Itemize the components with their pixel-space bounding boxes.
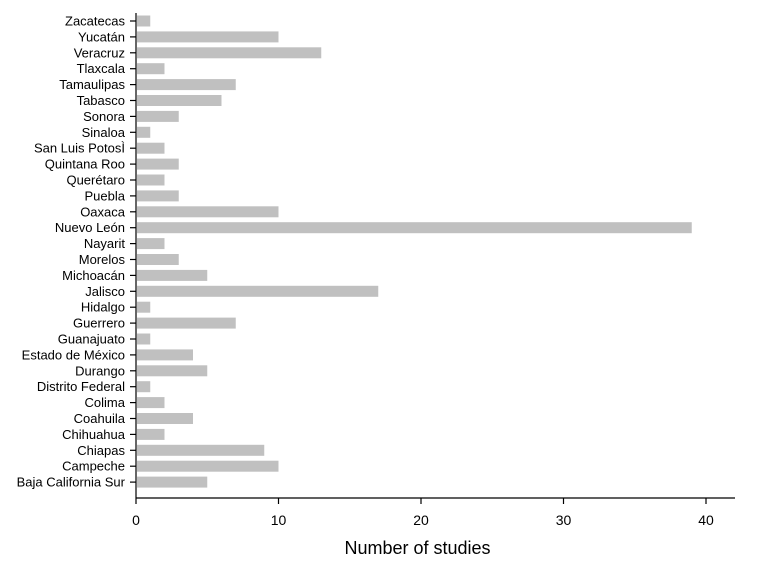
- category-label: Jalisco: [85, 284, 125, 299]
- x-tick-label: 40: [698, 512, 714, 528]
- bar-colima: [137, 397, 165, 409]
- bar-chiapas: [137, 444, 265, 456]
- category-label: Nayarit: [84, 236, 126, 251]
- bar-hidalgo: [137, 301, 151, 313]
- bar-guanajuato: [137, 333, 151, 345]
- x-ticks: 0 10 20 30 40: [132, 498, 714, 528]
- bar-veracruz: [137, 47, 322, 59]
- bar-baja-california-sur: [137, 476, 208, 488]
- category-label: Guerrero: [73, 316, 125, 331]
- bar-yucat-n: [137, 31, 279, 43]
- bar-puebla: [137, 190, 179, 202]
- category-label: Tabasco: [77, 93, 125, 108]
- category-label: Oaxaca: [80, 204, 126, 219]
- bar-quer-taro: [137, 174, 165, 186]
- bar-campeche: [137, 460, 279, 472]
- category-label: Distrito Federal: [37, 379, 125, 394]
- category-label: Morelos: [79, 252, 126, 267]
- category-label: Colima: [85, 395, 126, 410]
- category-label: Zacatecas: [65, 14, 125, 29]
- bar-nayarit: [137, 238, 165, 250]
- x-tick-label: 30: [556, 512, 572, 528]
- bar-tamaulipas: [137, 79, 236, 91]
- category-label: Michoacán: [62, 268, 125, 283]
- category-label: Querétaro: [66, 173, 125, 188]
- bar-jalisco: [137, 285, 379, 297]
- bar-sonora: [137, 110, 179, 122]
- category-label: Veracruz: [74, 45, 125, 60]
- bar-chihuahua: [137, 428, 165, 440]
- category-label: Baja California Sur: [17, 475, 126, 490]
- bar-distrito-federal: [137, 381, 151, 393]
- category-label: Quintana Roo: [45, 157, 125, 172]
- bar-tabasco: [137, 95, 222, 106]
- bar-san-luis-potos-: [137, 142, 165, 154]
- category-label: San Luis PotosÌ: [34, 141, 125, 156]
- bar-zacatecas: [137, 15, 151, 27]
- category-labels: ZacatecasYucatánVeracruzTlaxcalaTamaulip…: [17, 14, 126, 490]
- x-tick-label: 20: [413, 512, 429, 528]
- category-label: Guanajuato: [58, 332, 125, 347]
- category-label: Chihuahua: [62, 427, 126, 442]
- category-label: Campeche: [62, 459, 125, 474]
- bar-oaxaca: [137, 206, 279, 218]
- bar-coahuila: [137, 413, 193, 424]
- bar-michoac-n: [137, 269, 208, 281]
- category-label: Estado de México: [22, 347, 125, 362]
- bar-sinaloa: [137, 126, 151, 138]
- bar-durango: [137, 365, 208, 377]
- x-tick-label: 0: [132, 512, 140, 528]
- bar-morelos: [137, 254, 179, 265]
- category-label: Tlaxcala: [77, 61, 126, 76]
- y-ticks: [130, 20, 136, 483]
- category-label: Nuevo León: [55, 220, 125, 235]
- category-label: Sonora: [83, 109, 126, 124]
- category-label: Yucatán: [78, 29, 125, 44]
- x-tick-label: 10: [271, 512, 287, 528]
- category-label: Tamaulipas: [59, 77, 125, 92]
- category-label: Coahuila: [74, 411, 126, 426]
- bar-estado-de-m-xico: [137, 349, 193, 361]
- category-label: Sinaloa: [82, 125, 126, 140]
- category-label: Hidalgo: [81, 300, 125, 315]
- bar-quintana-roo: [137, 158, 179, 170]
- x-axis-title: Number of studies: [344, 538, 490, 558]
- bar-tlaxcala: [137, 63, 165, 75]
- bar-guerrero: [137, 317, 236, 329]
- category-label: Chiapas: [77, 443, 125, 458]
- bar-nuevo-le-n: [137, 222, 692, 234]
- category-label: Puebla: [85, 188, 126, 203]
- bars-group: [137, 15, 692, 488]
- category-label: Durango: [75, 363, 125, 378]
